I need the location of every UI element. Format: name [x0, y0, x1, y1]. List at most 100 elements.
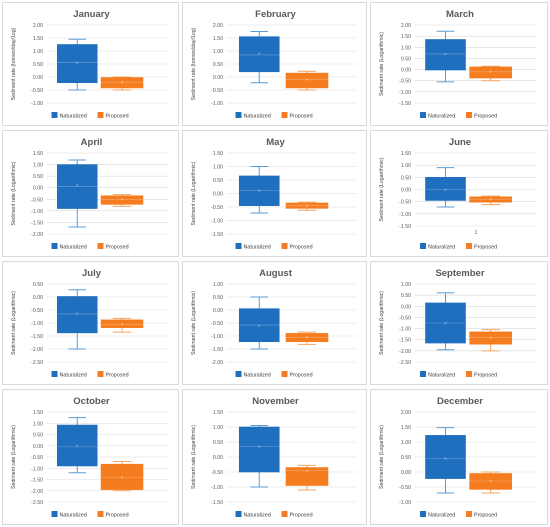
y-tick-label: -0.50: [399, 79, 411, 85]
y-tick-label: -0.50: [399, 315, 411, 321]
box-iqr: [469, 66, 512, 79]
y-axis-label: Sediment rate (Logarithmic): [191, 291, 197, 355]
y-tick-label: 1.50: [213, 410, 223, 416]
legend-label: Proposed: [474, 513, 497, 519]
y-tick-label: -1.50: [31, 334, 43, 340]
y-tick-label: -2.00: [31, 347, 43, 353]
legend-swatch-naturalized: [420, 243, 426, 249]
legend-label: Proposed: [106, 513, 129, 519]
y-tick-label: 0.00: [33, 75, 43, 81]
box-iqr: [100, 319, 144, 328]
y-tick-label: -1.00: [211, 485, 223, 491]
y-tick-label: 1.00: [33, 49, 43, 55]
y-tick-label: 0.50: [401, 455, 411, 461]
mean-marker: ×: [489, 70, 492, 76]
y-tick-label: 2.00: [213, 23, 223, 29]
y-tick-label: -0.50: [399, 200, 411, 206]
chart-svg: April Sediment rate (Logarithmic) 1.50 1.00…: [11, 137, 168, 251]
chart-title: April: [81, 137, 103, 148]
legend-label: Naturalized: [428, 245, 455, 251]
mean-marker: ×: [444, 456, 447, 462]
box-proposed: ×: [100, 317, 144, 333]
chart-svg: March Sediment rate (Logarithmic) 2.00 1.50…: [379, 9, 537, 120]
legend-label: Naturalized: [244, 114, 271, 120]
box-naturalized: ×: [425, 427, 466, 494]
mean-marker: ×: [76, 444, 79, 450]
mean-marker: ×: [121, 197, 124, 203]
legend-swatch-proposed: [281, 243, 288, 249]
box-iqr: [238, 36, 280, 73]
y-tick-label: -0.50: [211, 88, 223, 94]
y-tick-label: -1.00: [399, 327, 411, 333]
box-naturalized: ×: [56, 159, 98, 228]
legend-label: Naturalized: [60, 373, 87, 379]
y-axis-label: Sediment rate (Logarithmic): [191, 161, 197, 225]
chart-svg: August Sediment rate (Logarithmic) 1.00 0.5…: [191, 268, 356, 379]
legend-label: Naturalized: [60, 114, 87, 120]
mean-marker: ×: [258, 323, 261, 329]
legend-swatch-naturalized: [51, 371, 58, 377]
legend-label: Naturalized: [60, 513, 87, 519]
legend-label: Naturalized: [428, 513, 455, 519]
chart-svg: December Sediment rate (Logarithmic) 2.00 1…: [379, 396, 537, 519]
box-iqr: [56, 44, 98, 84]
x-tick-label: 1: [475, 230, 478, 236]
y-tick-label: 1.50: [33, 151, 43, 157]
y-tick-label: -0.50: [399, 485, 411, 491]
y-tick-label: -2.50: [31, 360, 43, 366]
y-tick-label: 0.50: [213, 178, 223, 184]
chart-title: July: [82, 268, 102, 279]
box-proposed: ×: [469, 65, 512, 82]
y-tick-label: -1.00: [211, 334, 223, 340]
chart-title: December: [437, 396, 483, 407]
chart-title: January: [73, 9, 110, 20]
y-tick-label: 0.00: [401, 68, 411, 74]
box-iqr: [238, 308, 280, 343]
y-tick-label: -1.50: [31, 478, 43, 484]
y-tick-label: 2.00: [33, 23, 43, 29]
chart-svg: November Sediment rate (Logarithmic) 1.50 1…: [191, 396, 356, 519]
mean-marker: ×: [489, 335, 492, 341]
y-tick-label: 0.50: [401, 56, 411, 62]
legend-swatch-naturalized: [420, 371, 426, 377]
box-iqr: [425, 435, 466, 479]
legend-label: Proposed: [106, 245, 129, 251]
y-tick-label: -2.50: [399, 360, 411, 366]
y-tick-label: -1.00: [211, 101, 223, 107]
y-tick-label: -0.50: [31, 88, 43, 94]
chart-panel-may: May Sediment rate (Logarithmic) 1.50 1.00 0.…: [182, 130, 367, 257]
box-iqr: [100, 463, 144, 490]
legend-swatch-proposed: [97, 511, 104, 517]
box-proposed: ×: [469, 195, 512, 206]
chart-svg: October Sediment rate (Logarithmic) 1.50 1.…: [11, 396, 168, 519]
box-proposed: ×: [285, 464, 329, 491]
chart-panel-november: November Sediment rate (Logarithmic) 1.50 1…: [182, 389, 367, 525]
legend-label: Proposed: [290, 513, 313, 519]
mean-marker: ×: [121, 80, 124, 86]
box-iqr: [285, 333, 329, 343]
y-tick-label: -1.00: [31, 466, 43, 472]
box-naturalized: ×: [56, 38, 98, 91]
box-iqr: [425, 177, 466, 201]
y-tick-label: 1.50: [213, 36, 223, 42]
y-axis-label: Sediment rate (Logarithmic): [379, 291, 385, 355]
mean-marker: ×: [306, 77, 309, 83]
y-tick-label: -2.00: [31, 232, 43, 238]
mean-marker: ×: [258, 189, 261, 195]
y-tick-label: 0.00: [401, 470, 411, 476]
legend-label: Naturalized: [244, 513, 271, 519]
y-tick-label: 1.00: [401, 163, 411, 169]
y-axis-label: Sediment rate (Logarithmic): [379, 425, 385, 489]
y-tick-label: -1.00: [211, 219, 223, 225]
legend-label: Proposed: [474, 114, 497, 120]
chart-title: November: [252, 396, 299, 407]
box-naturalized: ×: [425, 292, 466, 351]
legend-swatch-proposed: [281, 112, 288, 118]
legend-swatch-proposed: [466, 511, 472, 517]
box-proposed: ×: [469, 471, 512, 494]
box-iqr: [56, 424, 98, 467]
box-proposed: ×: [285, 201, 329, 211]
y-tick-label: 0.50: [33, 433, 43, 439]
y-tick-label: 1.50: [33, 36, 43, 42]
y-tick-label: -2.00: [211, 360, 223, 366]
